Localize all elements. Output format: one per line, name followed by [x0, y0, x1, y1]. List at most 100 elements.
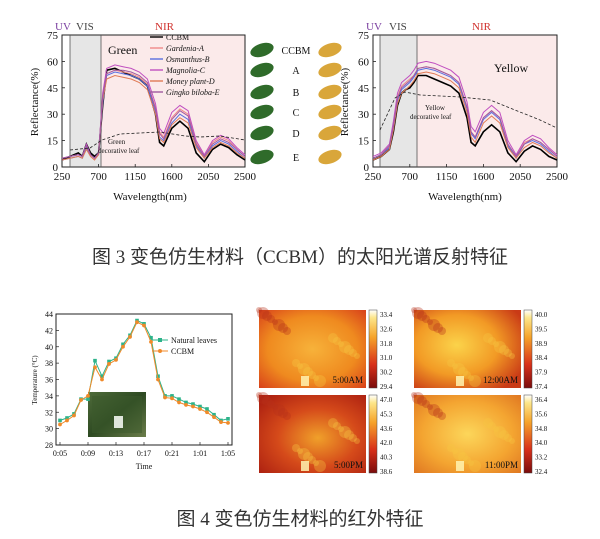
color-scale-label: 35.6	[535, 410, 548, 418]
x-tick-label: 700	[90, 171, 107, 183]
thermal-image	[259, 395, 366, 473]
fig4-temperature-chart: 28 30 32 34 36 38 40 42 44 0:05 0:09 0:13 0:17 0:21 1:…	[31, 310, 235, 471]
uv-label: UV	[366, 21, 382, 33]
legend-label: Natural leaves	[171, 336, 217, 345]
y-tick-label: 0	[53, 162, 59, 174]
x-tick-label: 1:01	[193, 449, 207, 458]
color-scale-label: 31.8	[380, 340, 393, 348]
yellow-note-line1: Yellow	[425, 104, 446, 112]
leaf-label: B	[293, 88, 300, 99]
legend-label: Magnolia-C	[165, 66, 206, 75]
fig3-left-xlabel: Wavelength(nm)	[113, 191, 187, 203]
green-leaf-icon	[250, 104, 274, 120]
green-leaf-icon	[250, 84, 274, 100]
figure4-caption: 图 4 变色仿生材料的红外特征	[176, 508, 423, 530]
color-scale-label: 38.9	[535, 340, 548, 348]
y-tick-label: 15	[358, 136, 370, 148]
fig3-left-legend: CCBM Gardenia-A Osmanthus-B Magnolia-C Money…	[150, 33, 220, 97]
x-tick-label: 0:21	[165, 449, 179, 458]
color-scale-label: 32.4	[535, 468, 548, 476]
x-tick-label: 1150	[124, 171, 146, 183]
legend-label: Osmanthus-B	[166, 55, 210, 64]
x-tick-label: 1150	[436, 171, 458, 183]
y-tick-label: 28	[45, 441, 53, 450]
color-scale-label: 39.5	[535, 325, 548, 333]
ccbm-point	[135, 320, 139, 325]
x-tick-label: 2500	[546, 171, 569, 183]
x-tick-label: 2500	[234, 171, 257, 183]
natural-leaves-point	[205, 407, 209, 411]
ccbm-point	[114, 357, 118, 362]
ccbm-sample-in-photo	[114, 416, 123, 428]
green-leaf-icon	[250, 125, 274, 141]
color-scale-label: 37.9	[535, 369, 548, 377]
fig4-series-group	[58, 318, 230, 427]
ccbm-point	[184, 402, 188, 407]
yellow-leaf-icon	[318, 84, 342, 100]
fig3-right-axis-ticks: 250 700 1150 1600 2050 2500 0 15 30 45 60 75	[358, 30, 569, 183]
natural-leaves-point	[184, 400, 188, 405]
natural-leaves-point	[170, 394, 174, 398]
ccbm-point	[65, 418, 69, 423]
ccbm-point	[79, 398, 83, 402]
ccbm-point	[149, 339, 153, 344]
color-scale-label: 40.0	[535, 311, 548, 319]
color-scale-label: 47.0	[380, 396, 393, 404]
ccbm-point	[163, 395, 167, 400]
x-tick-label: 0:17	[137, 449, 151, 458]
fig4-axis-ticks: 28 30 32 34 36 38 40 42 44 0:05 0:09 0:13 0:17 0:21 1:…	[45, 310, 235, 458]
color-scale-label: 32.6	[380, 325, 393, 333]
natural-leaves-point	[212, 412, 216, 417]
color-scale-bar	[523, 309, 533, 389]
vis-label: VIS	[389, 21, 407, 33]
color-scale-label: 43.6	[380, 425, 393, 433]
legend-label: Gardenia-A	[166, 44, 204, 53]
color-scale-label: 34.8	[535, 425, 548, 433]
x-tick-label: 0:13	[109, 449, 123, 458]
yellow-leaf-icon	[318, 104, 342, 120]
y-tick-label: 44	[45, 310, 53, 319]
y-tick-label: 30	[358, 109, 370, 121]
ccbm-point	[219, 420, 223, 424]
y-tick-label: 45	[358, 83, 370, 95]
green-leaf-dashed-curve	[69, 131, 246, 151]
x-tick-label: 2050	[197, 171, 220, 183]
nir-label: NIR	[155, 21, 175, 33]
natural-leaves-point	[121, 342, 125, 347]
fig3-right-ylabel: Reflectance(%)	[339, 67, 351, 136]
legend-label: CCBM	[171, 347, 194, 356]
leaf-label: CCBM	[282, 46, 311, 57]
thermal-time-label: 5:00AM	[332, 375, 363, 385]
leaf-label: D	[292, 129, 299, 140]
y-tick-label: 40	[45, 343, 53, 352]
x-tick-label: 250	[365, 171, 382, 183]
green-leaf-icon	[250, 42, 274, 58]
fig3-right-xlabel: Wavelength(nm)	[428, 191, 502, 203]
fig3-left-chart: 250 700 1150 1600 2050 2500 0 15 30 45 60 75 UV VIS…	[29, 21, 257, 203]
leaf-label: A	[292, 66, 300, 77]
y-tick-label: 75	[47, 30, 59, 42]
green-note-line1: Green	[108, 138, 126, 146]
natural-leaves-point	[100, 374, 104, 379]
color-scale-label: 38.4	[535, 354, 548, 362]
thermal-image	[414, 395, 521, 473]
color-scale-label: 33.2	[535, 454, 548, 462]
yellow-leaf-icon	[318, 125, 342, 141]
ccbm-point	[205, 410, 209, 415]
natural-leaves-point	[86, 397, 90, 401]
natural-leaves-point	[58, 418, 62, 423]
fig3-right-series-group	[372, 60, 558, 163]
spectral-series-line	[61, 74, 246, 161]
y-tick-label: 75	[358, 30, 370, 42]
color-scale-label: 31.0	[380, 354, 393, 362]
ccbm-point	[58, 422, 62, 427]
ccbm-point	[198, 407, 202, 411]
natural-leaves-point	[198, 404, 202, 409]
ccbm-point	[128, 335, 132, 339]
yellow-title: Yellow	[494, 61, 528, 75]
ccbm-point	[142, 323, 146, 328]
yellow-leaf-icon	[318, 149, 342, 165]
color-scale-label: 33.4	[380, 311, 393, 319]
color-scale-label: 30.2	[380, 369, 393, 377]
color-scale-label: 29.4	[380, 383, 393, 391]
